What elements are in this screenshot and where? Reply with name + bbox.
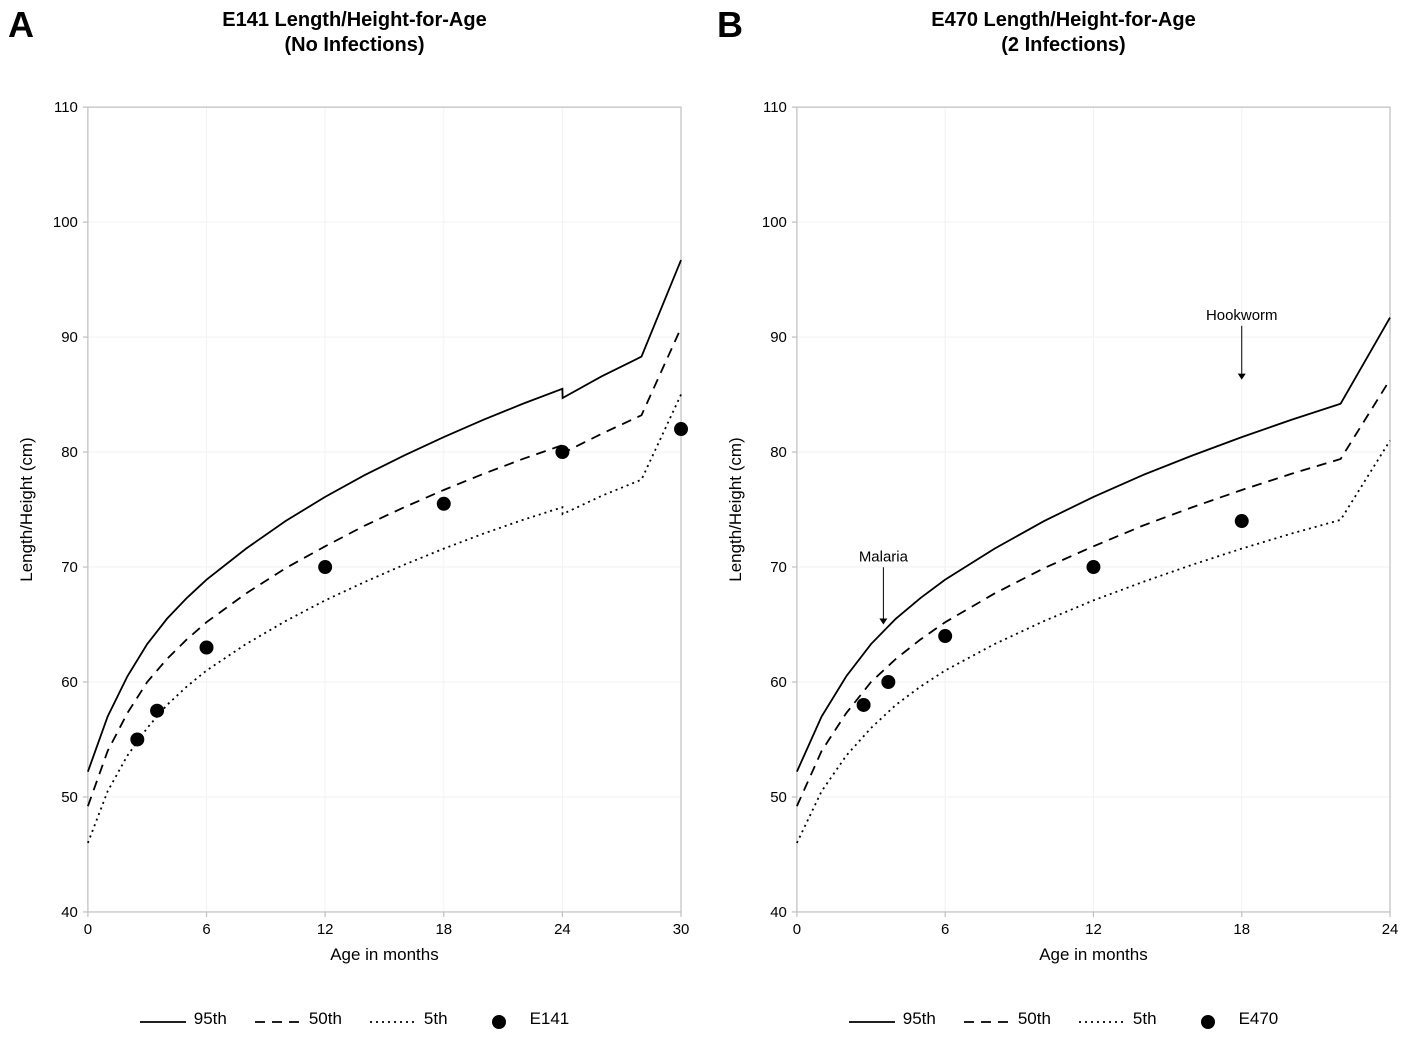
- legend-swatch: [964, 1013, 1010, 1025]
- data-point: [150, 704, 164, 718]
- panel-label: B: [717, 4, 743, 46]
- y-tick-label: 80: [61, 444, 78, 461]
- y-tick-label: 90: [61, 329, 78, 346]
- y-tick-label: 60: [61, 674, 78, 691]
- legend-label: 50th: [309, 1009, 342, 1029]
- y-tick-label: 70: [770, 559, 787, 576]
- legend-item-p5: 5th: [1079, 1009, 1157, 1029]
- data-point: [437, 497, 451, 511]
- data-point: [1086, 560, 1100, 574]
- legend-swatch: [1079, 1013, 1125, 1025]
- x-tick-label: 24: [1382, 921, 1399, 938]
- legend-label: 95th: [903, 1009, 936, 1029]
- chart-title: E470 Length/Height-for-Age (2 Infections…: [709, 8, 1418, 58]
- plot-area: 40 50 60 70 80 90 100 110 0 6 12 18 24 30 Length/Heigh…: [10, 62, 699, 1003]
- legend-swatch: [255, 1013, 301, 1025]
- legend-item-p50: 50th: [964, 1009, 1051, 1029]
- legend-label: 95th: [194, 1009, 227, 1029]
- data-point: [130, 732, 144, 746]
- x-axis-label: Age in months: [330, 945, 438, 964]
- y-axis-label: Length/Height (cm): [17, 437, 36, 581]
- y-tick-label: 90: [770, 329, 787, 346]
- x-tick-label: 6: [941, 921, 949, 938]
- chart-title: E141 Length/Height-for-Age (No Infection…: [0, 8, 709, 58]
- legend-label: 5th: [1133, 1009, 1157, 1029]
- legend-label: E470: [1239, 1009, 1279, 1029]
- legend-item-p50: 50th: [255, 1009, 342, 1029]
- data-point: [674, 422, 688, 436]
- data-point: [881, 675, 895, 689]
- y-tick-label: 110: [763, 99, 787, 116]
- chart-panel-B: BE470 Length/Height-for-Age (2 Infection…: [709, 0, 1418, 1039]
- y-tick-label: 60: [770, 674, 787, 691]
- annotation-label: Hookworm: [1206, 307, 1278, 324]
- legend: 95th 50th 5th E470: [709, 1003, 1418, 1039]
- data-point: [938, 629, 952, 643]
- x-tick-label: 6: [202, 921, 210, 938]
- x-axis-label: Age in months: [1039, 945, 1147, 964]
- x-tick-label: 18: [1233, 921, 1250, 938]
- plot-area: 40 50 60 70 80 90 100 110 0 6 12 18 24 Length/Height …: [719, 62, 1408, 1003]
- legend-label: 50th: [1018, 1009, 1051, 1029]
- legend: 95th 50th 5th E141: [0, 1003, 709, 1039]
- figure-container: AE141 Length/Height-for-Age (No Infectio…: [0, 0, 1418, 1039]
- data-point: [318, 560, 332, 574]
- legend-swatch: [370, 1013, 416, 1025]
- x-tick-label: 24: [554, 921, 571, 938]
- annotation-arrowhead: [1238, 374, 1246, 380]
- x-tick-label: 0: [793, 921, 801, 938]
- legend-swatch: [476, 1013, 522, 1025]
- y-tick-label: 110: [54, 99, 78, 116]
- chart-panel-A: AE141 Length/Height-for-Age (No Infectio…: [0, 0, 709, 1039]
- x-tick-label: 12: [1085, 921, 1102, 938]
- x-tick-label: 30: [673, 921, 690, 938]
- data-point: [857, 698, 871, 712]
- legend-item-scatter: E141: [476, 1009, 570, 1029]
- legend-swatch: [849, 1013, 895, 1025]
- y-tick-label: 100: [762, 214, 787, 231]
- data-point: [555, 445, 569, 459]
- y-axis-label: Length/Height (cm): [726, 437, 745, 581]
- x-tick-label: 12: [317, 921, 334, 938]
- panel-label: A: [8, 4, 34, 46]
- data-point: [1235, 514, 1249, 528]
- legend-item-scatter: E470: [1185, 1009, 1279, 1029]
- legend-swatch: [1185, 1013, 1231, 1025]
- annotation-arrowhead: [879, 619, 887, 625]
- data-point: [200, 641, 214, 655]
- y-tick-label: 50: [61, 789, 78, 806]
- y-tick-label: 40: [770, 904, 787, 921]
- legend-swatch: [140, 1013, 186, 1025]
- x-tick-label: 18: [435, 921, 452, 938]
- y-tick-label: 70: [61, 559, 78, 576]
- legend-label: E141: [530, 1009, 570, 1029]
- y-tick-label: 80: [770, 444, 787, 461]
- annotation-label: Malaria: [859, 548, 909, 565]
- legend-item-p95: 95th: [849, 1009, 936, 1029]
- legend-item-p95: 95th: [140, 1009, 227, 1029]
- percentile-line-p5: [88, 395, 681, 843]
- y-tick-label: 50: [770, 789, 787, 806]
- y-tick-label: 100: [53, 214, 78, 231]
- legend-item-p5: 5th: [370, 1009, 448, 1029]
- x-tick-label: 0: [84, 921, 92, 938]
- y-tick-label: 40: [61, 904, 78, 921]
- legend-label: 5th: [424, 1009, 448, 1029]
